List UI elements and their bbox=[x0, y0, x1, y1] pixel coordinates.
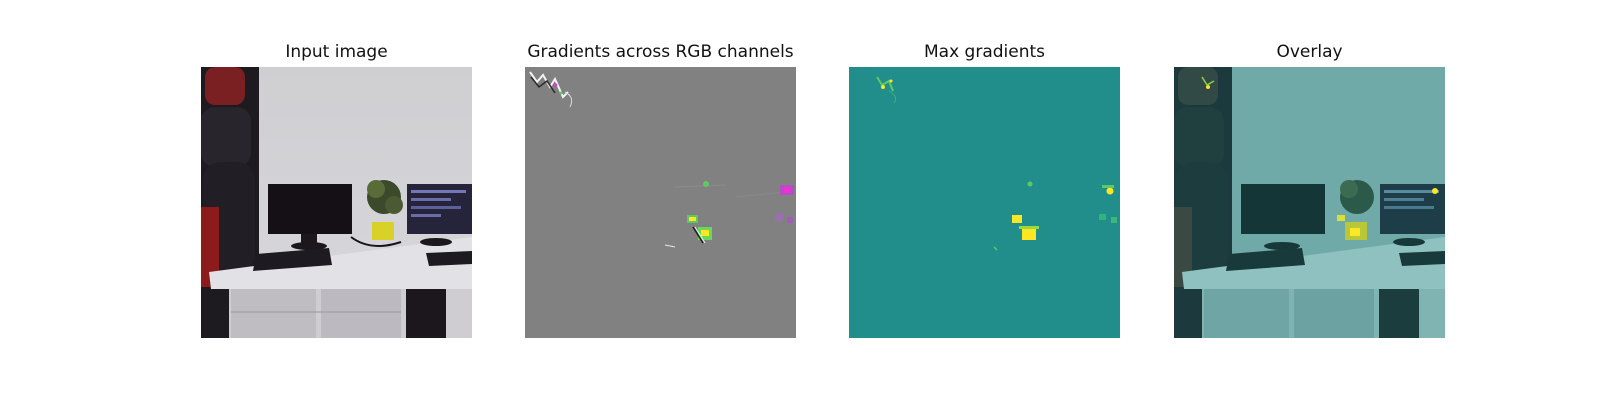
rgb-gradients-image bbox=[525, 67, 796, 338]
panel-title: Overlay bbox=[1276, 42, 1343, 62]
panel-title: Gradients across RGB channels bbox=[527, 42, 794, 62]
overlay-image bbox=[1174, 67, 1445, 338]
panel-title: Max gradients bbox=[923, 42, 1046, 62]
input-image bbox=[201, 67, 472, 338]
max-gradients-image bbox=[849, 67, 1120, 338]
panel-rgb-gradients: Gradients across RGB channels bbox=[525, 0, 796, 400]
panel-overlay: Overlay bbox=[1174, 0, 1445, 400]
panel-title: Input image bbox=[285, 42, 388, 62]
panel-input-image: Input image bbox=[201, 0, 472, 400]
panel-max-gradients: Max gradients bbox=[849, 0, 1120, 400]
